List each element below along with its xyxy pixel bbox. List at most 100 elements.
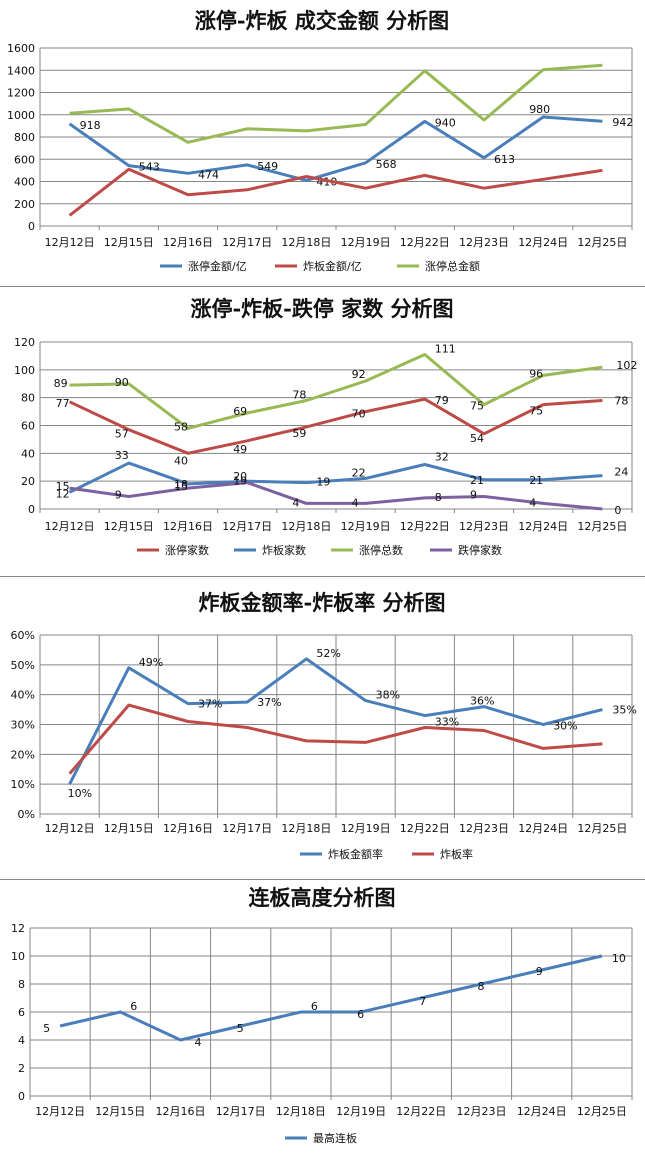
data-label: 5 bbox=[237, 1022, 244, 1035]
data-label: 24 bbox=[614, 466, 628, 479]
data-label: 52% bbox=[316, 647, 340, 660]
amount-chart: 涨停-炸板 成交金额 分析图 0 200 400 600 800 1000 1200 1400 1… bbox=[7, 8, 633, 273]
data-label: 75 bbox=[470, 400, 484, 413]
data-label: 57 bbox=[115, 428, 129, 441]
x-tick-label: 12月15日 bbox=[95, 1105, 145, 1118]
y-tick-label: 1000 bbox=[7, 109, 35, 122]
data-label: 40 bbox=[174, 454, 188, 467]
data-label: 4 bbox=[292, 496, 299, 509]
y-tick-label: 4 bbox=[18, 1034, 25, 1047]
chart-title: 连板高度分析图 bbox=[249, 885, 396, 910]
data-label: 33% bbox=[435, 716, 459, 729]
y-tick-label: 100 bbox=[14, 364, 35, 377]
legend-label: 涨停家数 bbox=[165, 543, 209, 557]
data-label: 6 bbox=[130, 1000, 137, 1013]
x-tick-label: 12月24日 bbox=[518, 822, 568, 835]
y-tick-label: 800 bbox=[14, 131, 35, 144]
data-label: 8 bbox=[435, 491, 442, 504]
y-tick-label: 120 bbox=[14, 336, 35, 349]
data-label: 4 bbox=[195, 1036, 202, 1049]
data-label: 102 bbox=[616, 359, 637, 372]
x-tick-label: 12月25日 bbox=[577, 822, 627, 835]
data-label: 79 bbox=[435, 394, 449, 407]
data-label: 613 bbox=[494, 153, 515, 166]
x-tick-label: 12月12日 bbox=[45, 520, 95, 533]
x-tick-label: 12月16日 bbox=[163, 520, 213, 533]
data-label: 10% bbox=[68, 787, 92, 800]
x-tick-label: 12月18日 bbox=[281, 520, 331, 533]
x-tick-label: 12月23日 bbox=[459, 236, 509, 249]
data-label: 9 bbox=[536, 965, 543, 978]
data-label: 36% bbox=[470, 695, 494, 708]
y-tick-label: 40% bbox=[11, 689, 35, 702]
x-tick-label: 12月12日 bbox=[35, 1105, 85, 1118]
data-label: 49 bbox=[233, 443, 247, 456]
chart-title: 涨停-炸板 成交金额 分析图 bbox=[195, 8, 449, 33]
data-label: 10 bbox=[612, 952, 626, 965]
x-tick-label: 12月23日 bbox=[457, 1105, 507, 1118]
data-label: 20 bbox=[233, 470, 247, 483]
x-tick-label: 12月17日 bbox=[222, 236, 272, 249]
y-tick-label: 6 bbox=[18, 1006, 25, 1019]
data-label: 9 bbox=[115, 488, 122, 501]
x-tick-label: 12月23日 bbox=[459, 822, 509, 835]
data-label: 22 bbox=[352, 466, 366, 479]
y-tick-label: 400 bbox=[14, 176, 35, 189]
y-tick-label: 1200 bbox=[7, 87, 35, 100]
data-label: 69 bbox=[233, 405, 247, 418]
x-tick-label: 12月19日 bbox=[341, 236, 391, 249]
divider bbox=[0, 286, 645, 287]
x-tick-label: 12月15日 bbox=[104, 236, 154, 249]
x-tick-label: 12月23日 bbox=[459, 520, 509, 533]
chart-title: 炸板金额率-炸板率 分析图 bbox=[198, 590, 445, 615]
legend-label: 炸板金额率 bbox=[328, 847, 383, 861]
data-label: 12 bbox=[56, 487, 70, 500]
x-tick-label: 12月25日 bbox=[577, 236, 627, 249]
y-tick-label: 10% bbox=[11, 778, 35, 791]
data-label: 89 bbox=[54, 377, 68, 390]
data-label: 111 bbox=[435, 343, 456, 356]
y-tick-label: 1600 bbox=[7, 42, 35, 55]
data-label: 19 bbox=[233, 475, 247, 488]
data-label: 8 bbox=[478, 980, 485, 993]
x-tick-label: 12月18日 bbox=[281, 236, 331, 249]
data-label: 4 bbox=[529, 496, 536, 509]
data-label: 21 bbox=[529, 474, 543, 487]
data-label: 30% bbox=[553, 720, 577, 733]
x-tick-label: 12月17日 bbox=[222, 520, 272, 533]
x-tick-label: 12月18日 bbox=[281, 822, 331, 835]
data-label: 474 bbox=[198, 168, 219, 181]
y-tick-label: 1400 bbox=[7, 64, 35, 77]
legend-label: 炸板率 bbox=[440, 847, 473, 861]
data-label: 75 bbox=[529, 405, 543, 418]
data-label: 5 bbox=[43, 1022, 50, 1035]
data-label: 549 bbox=[257, 160, 278, 173]
data-label: 9 bbox=[470, 488, 477, 501]
data-label: 54 bbox=[470, 432, 484, 445]
legend-label: 涨停金额/亿 bbox=[188, 259, 247, 273]
y-tick-label: 0 bbox=[28, 503, 35, 516]
data-label: 37% bbox=[257, 696, 281, 709]
x-tick-label: 12月22日 bbox=[400, 236, 450, 249]
x-tick-label: 12月19日 bbox=[341, 520, 391, 533]
x-tick-label: 12月25日 bbox=[577, 520, 627, 533]
data-label: 37% bbox=[198, 698, 222, 711]
data-label: 49% bbox=[139, 656, 163, 669]
x-tick-label: 12月12日 bbox=[45, 822, 95, 835]
series-line bbox=[69, 353, 603, 430]
chart-panel-rate: 炸板金额率-炸板率 分析图 0% 10% 20% 30% 40% 50% 60% 12月12日 1… bbox=[0, 577, 645, 879]
legend-label: 最高连板 bbox=[313, 1131, 357, 1145]
data-label: 78 bbox=[292, 388, 306, 401]
data-label: 980 bbox=[529, 103, 550, 116]
y-tick-label: 80 bbox=[21, 392, 35, 405]
divider bbox=[0, 576, 645, 577]
data-label: 918 bbox=[80, 119, 101, 132]
x-tick-label: 12月22日 bbox=[400, 822, 450, 835]
series-line bbox=[68, 167, 603, 217]
data-label: 70 bbox=[352, 408, 366, 421]
series-line bbox=[69, 481, 603, 511]
data-label: 543 bbox=[139, 161, 160, 174]
chart-title: 涨停-炸板-跌停 家数 分析图 bbox=[190, 296, 453, 321]
data-label: 92 bbox=[352, 368, 366, 381]
y-tick-label: 8 bbox=[18, 978, 25, 991]
